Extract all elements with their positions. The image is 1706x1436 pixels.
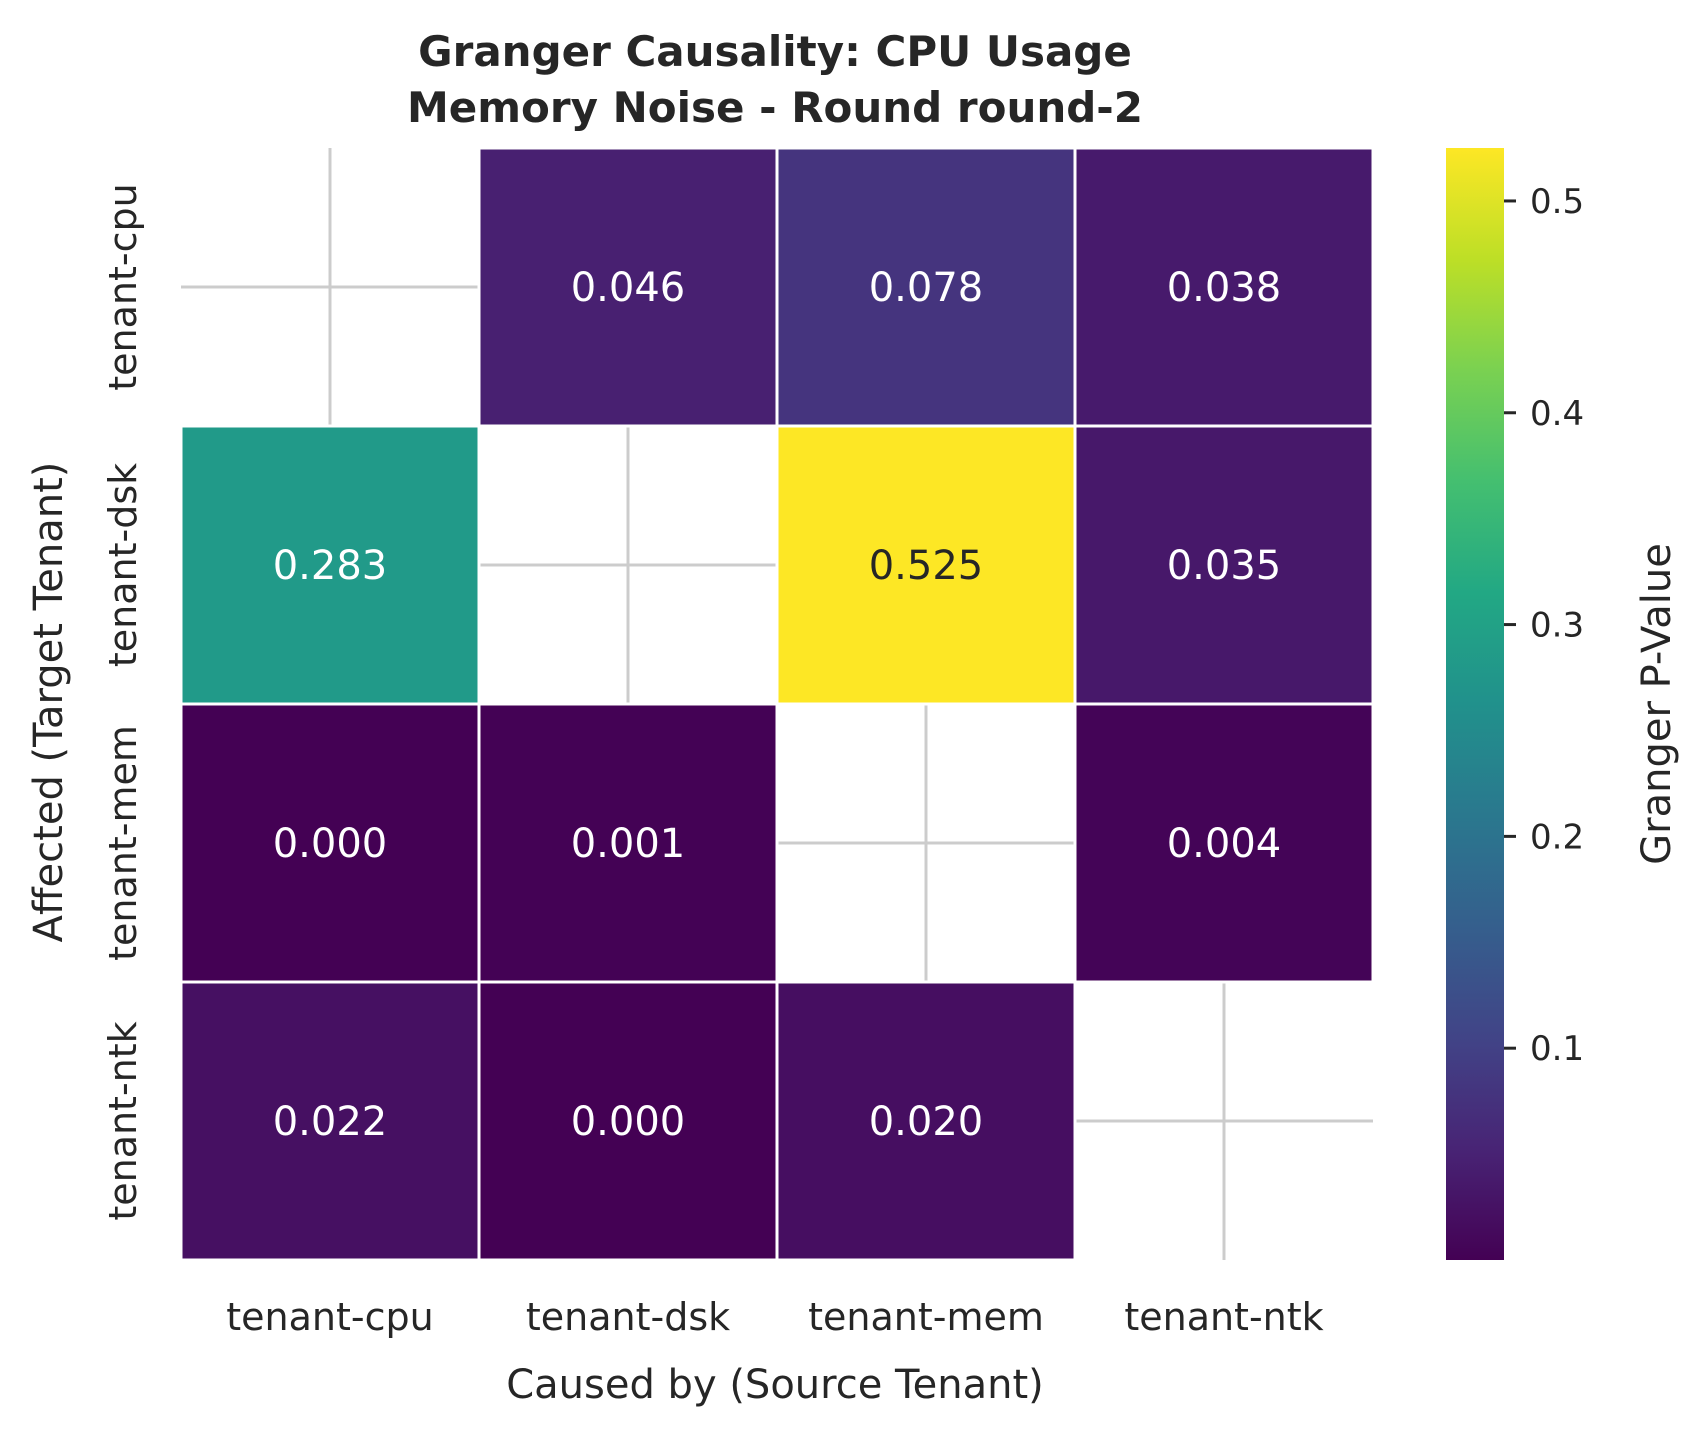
heatmap-cell bbox=[1073, 424, 1375, 706]
heatmap-cell bbox=[179, 702, 481, 984]
cell-value-label: 0.525 bbox=[869, 543, 984, 589]
cell-value-label: 0.046 bbox=[571, 265, 686, 311]
cell-value-label: 0.038 bbox=[1167, 265, 1282, 311]
colorbar-tick-label: 0.1 bbox=[1530, 1029, 1584, 1069]
y-tick-labels: tenant-cpu tenant-dsk tenant-mem tenant-ntk bbox=[101, 183, 145, 1220]
heatmap-cell bbox=[477, 980, 779, 1262]
heatmap-cells: 0.046 0.078 0.038 0.283 0.525 0.035 0.000 0.001… bbox=[179, 146, 1375, 1262]
x-tick-label: tenant-ntk bbox=[1124, 1295, 1323, 1339]
cell-value-label: 0.035 bbox=[1167, 543, 1282, 589]
cell-value-label: 0.001 bbox=[571, 821, 686, 867]
colorbar bbox=[1446, 148, 1504, 1260]
heatmap-cell bbox=[775, 980, 1077, 1262]
cell-value-label: 0.004 bbox=[1167, 821, 1282, 867]
colorbar-tick-label: 0.4 bbox=[1530, 394, 1584, 434]
heatmap-cell bbox=[775, 146, 1077, 428]
heatmap-cell bbox=[477, 146, 779, 428]
heatmap-cell bbox=[477, 702, 779, 984]
cell-value-label: 0.020 bbox=[869, 1099, 984, 1145]
chart-title-line-1: Granger Causality: CPU Usage bbox=[418, 27, 1132, 76]
y-tick-label: tenant-mem bbox=[101, 725, 145, 961]
cell-value-label: 0.022 bbox=[273, 1099, 388, 1145]
heatmap-cell bbox=[1073, 146, 1375, 428]
colorbar-tick-label: 0.2 bbox=[1530, 817, 1584, 857]
y-tick-label: tenant-cpu bbox=[101, 183, 145, 390]
colorbar-label: Granger P-Value bbox=[1634, 543, 1680, 865]
cell-value-label: 0.000 bbox=[273, 821, 388, 867]
colorbar-ticks: 0.1 0.2 0.3 0.4 0.5 bbox=[1504, 182, 1584, 1069]
x-tick-label: tenant-dsk bbox=[526, 1295, 730, 1339]
heatmap-cell bbox=[1073, 702, 1375, 984]
cell-value-label: 0.000 bbox=[571, 1099, 686, 1145]
cell-value-label: 0.078 bbox=[869, 265, 984, 311]
x-tick-label: tenant-mem bbox=[808, 1295, 1044, 1339]
y-tick-label: tenant-dsk bbox=[101, 463, 145, 667]
colorbar-tick-label: 0.5 bbox=[1530, 182, 1584, 222]
x-tick-label: tenant-cpu bbox=[226, 1295, 433, 1339]
x-tick-labels: tenant-cpu tenant-dsk tenant-mem tenant-ntk bbox=[226, 1295, 1323, 1339]
colorbar-tick-label: 0.3 bbox=[1530, 606, 1584, 646]
chart-title-line-2: Memory Noise - Round round-2 bbox=[407, 83, 1143, 132]
y-tick-label: tenant-ntk bbox=[101, 1021, 145, 1220]
heatmap-cell bbox=[179, 424, 481, 706]
x-axis-label: Caused by (Source Tenant) bbox=[506, 1362, 1044, 1408]
cell-value-label: 0.283 bbox=[273, 543, 388, 589]
y-axis-label: Affected (Target Tenant) bbox=[26, 462, 72, 943]
